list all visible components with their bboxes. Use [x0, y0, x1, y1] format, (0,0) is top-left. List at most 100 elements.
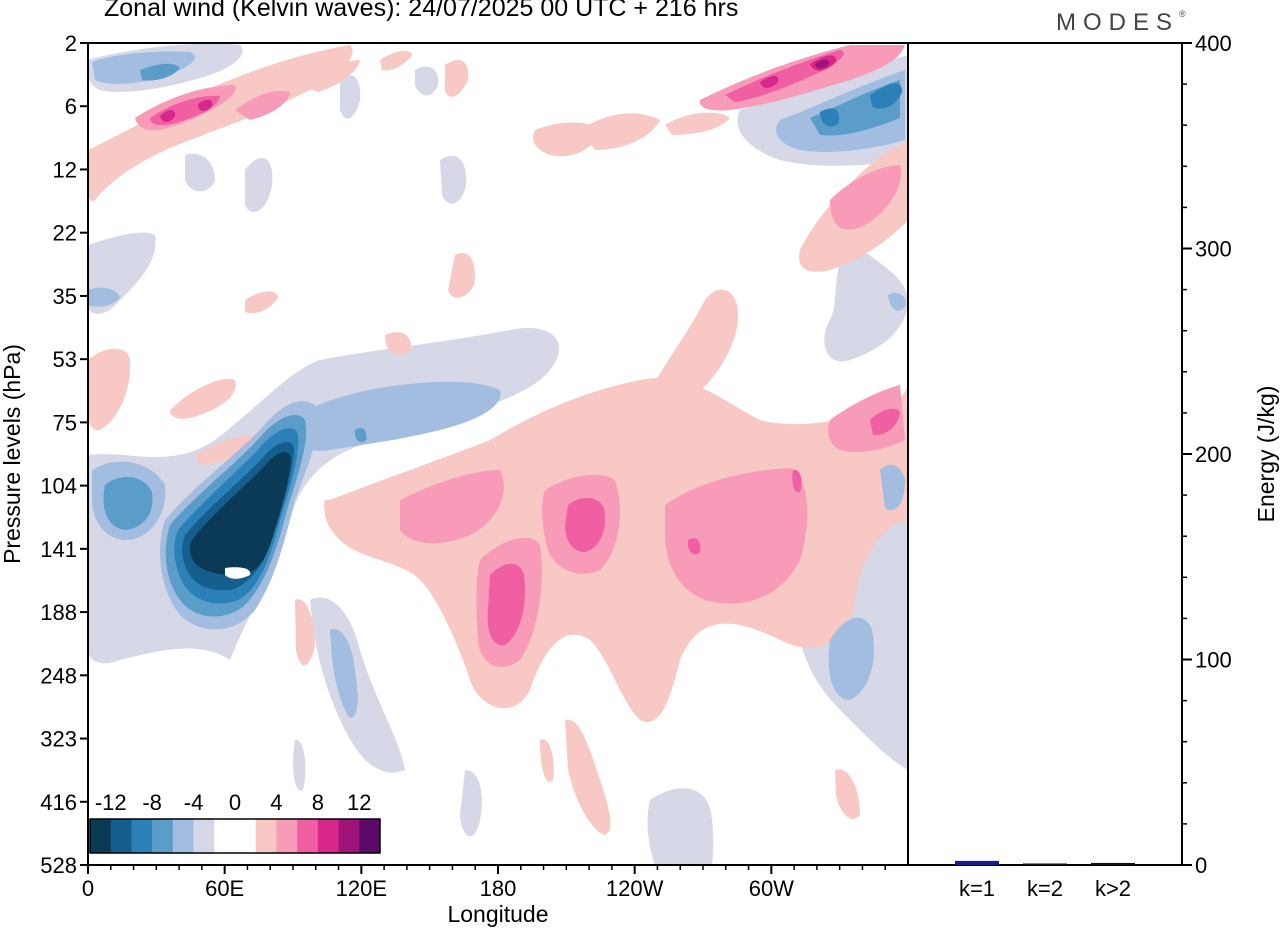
contour-pos-lev1: [88, 348, 131, 431]
contour-pos-lev1: [170, 379, 236, 419]
contour-pos-lev1: [540, 739, 554, 782]
energy-bars: k=1 k=2 k>2: [955, 860, 1135, 901]
energy-bar-3: [1091, 862, 1135, 865]
y-tick-label: 12: [53, 157, 77, 182]
colorbar-swatch: [131, 819, 153, 853]
x-tick-label: 60W: [749, 876, 794, 901]
energy-axis: 0 100 200 300 400: [1182, 31, 1232, 878]
contour-pos-lev1: [324, 378, 908, 722]
contour-neg-lev1: [185, 153, 215, 192]
contour-pos-lev2: [665, 468, 808, 604]
contour-pos-lev1: [645, 289, 739, 409]
contour-neg-upper: [92, 51, 196, 84]
contour-pos-lev1: [630, 619, 649, 703]
contour-pos-lev1: [295, 599, 315, 666]
energy-bar-label: k>2: [1095, 876, 1131, 901]
y-tick-label: 104: [40, 474, 77, 499]
contour-pos-lev1: [448, 253, 475, 298]
x-axis-label: Longitude: [447, 901, 548, 927]
x-tick-label: 180: [480, 876, 517, 901]
contour-pos-lev2: [830, 165, 901, 230]
contour-pos-lev2: [828, 385, 905, 452]
y-tick-label: 35: [53, 284, 77, 309]
energy-tick-label: 100: [1195, 648, 1232, 673]
contour-pos-lev3: [487, 563, 526, 646]
contour-pos-upper: [235, 90, 290, 120]
contour-pos-lev1: [195, 435, 258, 465]
contour-neg-lev1: [460, 770, 482, 837]
contour-pos-lev1: [245, 291, 278, 314]
contour-pos-upper: [815, 59, 830, 69]
colorbar-swatch: [90, 819, 112, 853]
contour-neg-lev1: [440, 155, 467, 204]
y-tick-label: 528: [40, 853, 77, 878]
contour-pos-lev3: [687, 469, 802, 555]
contour-neg-lev1: [292, 739, 306, 791]
contour-neg-upper: [820, 83, 902, 127]
energy-tick-label: 300: [1195, 237, 1232, 262]
longitude-axis: 0 60E 120E 180 120W 60W: [82, 865, 886, 901]
colorbar-label: -4: [184, 790, 204, 815]
contour-neg-lev3: [354, 428, 367, 442]
energy-axis-label: Energy (J/kg): [1253, 386, 1279, 523]
energy-bar-1: [955, 860, 999, 865]
contour-neg-lev2: [880, 464, 905, 511]
colorbar: -12 -8 -4 0 4 8 12: [89, 790, 381, 854]
colorbar-swatch: [255, 819, 277, 853]
colorbar-swatch: [110, 819, 132, 853]
contour-neg-lev1-hole: [225, 567, 251, 579]
y-tick-label: 248: [40, 663, 77, 688]
colorbar-swatch: [276, 819, 298, 853]
contour-pos-lev1: [88, 45, 353, 201]
contour-pos-upper: [160, 99, 213, 122]
contour-pos-lev1: [835, 769, 860, 819]
y-tick-label: 416: [40, 790, 77, 815]
y-axis-label: Pressure levels (hPa): [0, 344, 25, 564]
y-tick-label: 75: [53, 410, 77, 435]
contour-pos-lev3: [870, 408, 900, 436]
x-tick-label: 0: [82, 876, 94, 901]
colorbar-swatch: [214, 819, 236, 853]
colorbar-swatch: [235, 819, 257, 853]
contour-neg-lev1: [647, 788, 714, 865]
y-tick-label: 323: [40, 727, 77, 752]
contour-neg-lev2: [330, 629, 358, 718]
energy-tick-label: 0: [1195, 853, 1207, 878]
contour-pos-lev3: [565, 497, 606, 552]
colorbar-swatch: [359, 819, 381, 853]
y-tick-label: 53: [53, 347, 77, 372]
contour-neg-lev1: [824, 240, 908, 362]
colorbar-label: -12: [95, 790, 127, 815]
contour-neg-lev3: [103, 476, 153, 530]
colorbar-swatch: [338, 819, 360, 853]
colorbar-label: 0: [229, 790, 241, 815]
colorbar-swatch: [297, 819, 319, 853]
contour-neg-upper: [140, 63, 180, 81]
colorbar-swatch: [193, 819, 215, 853]
chart-title: Zonal wind (Kelvin waves): 24/07/2025 00…: [104, 0, 739, 22]
colorbar-swatch: [317, 819, 340, 853]
contour-field: [88, 43, 908, 865]
brand-text: MODES: [1056, 9, 1180, 36]
contour-pos-lev1: [445, 60, 469, 97]
energy-bar-label: k=1: [959, 876, 995, 901]
contour-pos-lev1: [580, 112, 730, 150]
contour-pos-lev1: [565, 719, 611, 835]
brand-logo: MODES®: [1056, 9, 1186, 37]
contour-neg-lev2: [828, 617, 874, 700]
contour-pos-lev2: [400, 470, 504, 544]
y-tick-label: 22: [53, 221, 77, 246]
contour-pos-lev1: [385, 332, 411, 355]
x-tick-label: 60E: [205, 876, 244, 901]
colorbar-label: 12: [347, 790, 371, 815]
contour-pos-lev1: [323, 499, 335, 516]
contour-neg-lev2: [290, 381, 501, 451]
y-tick-label: 2: [65, 31, 77, 56]
colorbar-frame: [89, 818, 381, 854]
contour-pos-upper: [300, 50, 412, 92]
energy-tick-label: 400: [1195, 31, 1232, 56]
y-tick-label: 141: [40, 537, 77, 562]
colorbar-swatch: [152, 819, 174, 853]
x-tick-label: 120W: [606, 876, 664, 901]
